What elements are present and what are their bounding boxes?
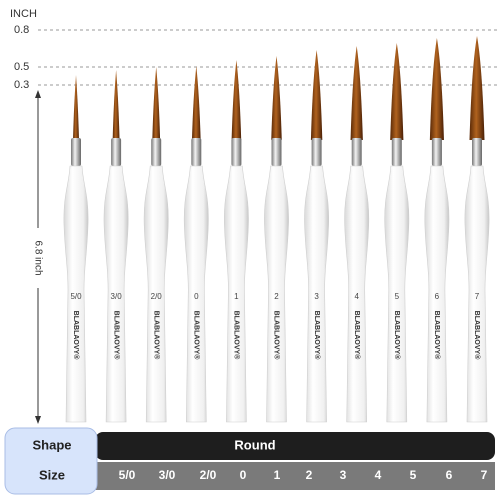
handle bbox=[264, 165, 289, 423]
brush-brand: BLABLAOVY® bbox=[393, 311, 401, 361]
size-value: 2 bbox=[306, 468, 313, 482]
ferrule bbox=[111, 138, 122, 166]
size-row bbox=[95, 462, 495, 490]
ferrule bbox=[431, 138, 442, 166]
ferrule bbox=[391, 138, 402, 166]
brush-tip bbox=[112, 70, 120, 140]
brush-brand: BLABLAOVY® bbox=[273, 311, 281, 361]
brush-brand: BLABLAOVY® bbox=[192, 311, 200, 361]
brush-tip bbox=[231, 60, 242, 140]
arrow-head bbox=[35, 90, 41, 98]
size-value: 3 bbox=[340, 468, 347, 482]
brush-tip bbox=[152, 67, 161, 140]
brush-brand: BLABLAOVY® bbox=[433, 311, 441, 361]
brush-tip bbox=[350, 46, 363, 140]
header-box bbox=[4, 427, 98, 495]
size-value: 6 bbox=[446, 468, 453, 482]
brush-brand: BLABLAOVY® bbox=[112, 311, 120, 361]
brush-size-label: 2/0 bbox=[151, 292, 163, 301]
brush-brand: BLABLAOVY® bbox=[473, 311, 481, 361]
shape-value: Round bbox=[234, 437, 275, 452]
brush-brand: BLABLAOVY® bbox=[233, 311, 241, 361]
length-label: 6.8 inch bbox=[32, 240, 43, 275]
handle bbox=[304, 165, 329, 423]
ferrule bbox=[472, 138, 482, 166]
ruler-unit: INCH bbox=[10, 8, 37, 20]
ferrule bbox=[191, 138, 202, 166]
brush-brand: BLABLAOVY® bbox=[152, 311, 160, 361]
brush-tip bbox=[73, 75, 79, 140]
ferrule bbox=[231, 138, 242, 166]
handle bbox=[344, 165, 370, 423]
brush-size-label: 4 bbox=[354, 292, 359, 301]
size-value: 2/0 bbox=[200, 468, 217, 482]
size-value: 1 bbox=[274, 468, 281, 482]
ruler-mark: 0.8 bbox=[14, 24, 29, 36]
brush-size-label: 0 bbox=[194, 292, 199, 301]
size-value: 5/0 bbox=[119, 468, 136, 482]
ruler-mark: 0.5 bbox=[14, 61, 29, 73]
brush-tip bbox=[191, 66, 201, 140]
size-value: 0 bbox=[240, 468, 247, 482]
ferrule bbox=[151, 138, 162, 166]
size-value: 3/0 bbox=[159, 468, 176, 482]
brush-brand: BLABLAOVY® bbox=[353, 311, 361, 361]
size-value: 5 bbox=[410, 468, 417, 482]
handle bbox=[183, 165, 209, 423]
size-value: 7 bbox=[481, 468, 488, 482]
shape-row bbox=[95, 432, 495, 460]
handle bbox=[63, 165, 89, 423]
label-bg bbox=[30, 228, 46, 288]
handle bbox=[224, 165, 249, 423]
brush-size-label: 6 bbox=[435, 292, 440, 301]
ferrule bbox=[71, 138, 81, 166]
brush-brand: BLABLAOVY® bbox=[72, 311, 80, 361]
brush-tip bbox=[429, 38, 444, 140]
handle bbox=[103, 165, 129, 423]
brush-size-label: 2 bbox=[274, 292, 279, 301]
brush-size-label: 3/0 bbox=[111, 292, 123, 301]
arrow-head bbox=[35, 416, 41, 424]
ferrule bbox=[351, 138, 362, 166]
ruler-mark: 0.3 bbox=[14, 79, 29, 91]
ferrule bbox=[311, 138, 322, 166]
handle bbox=[464, 165, 490, 423]
brush-size-label: 5 bbox=[395, 292, 400, 301]
brush-tip bbox=[390, 43, 404, 140]
brush-size-label: 1 bbox=[234, 292, 239, 301]
brush-tip bbox=[469, 36, 485, 140]
shape-header: Shape bbox=[32, 437, 71, 452]
handle bbox=[143, 165, 169, 423]
brush-brand: BLABLAOVY® bbox=[313, 311, 321, 361]
size-value: 4 bbox=[375, 468, 382, 482]
brush-tip bbox=[271, 56, 282, 140]
ferrule bbox=[271, 138, 282, 166]
handle bbox=[424, 165, 450, 423]
handle bbox=[384, 165, 410, 423]
brush-size-label: 7 bbox=[475, 292, 480, 301]
brush-size-label: 5/0 bbox=[70, 292, 82, 301]
size-header: Size bbox=[39, 467, 65, 482]
brush-tip bbox=[310, 50, 323, 140]
brush-size-label: 3 bbox=[314, 292, 319, 301]
